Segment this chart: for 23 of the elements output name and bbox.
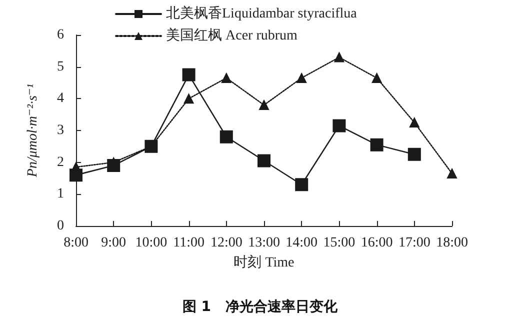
- x-tick-label: 10:00: [135, 236, 168, 250]
- x-tick-label: 9:00: [101, 236, 126, 250]
- y-tick-label: 5: [57, 59, 64, 74]
- y-tick-label: 2: [57, 154, 64, 170]
- x-tick-label: 16:00: [360, 236, 393, 250]
- legend-label: 北美枫香Liquidambar styraciflua: [166, 6, 358, 22]
- legend-label: 美国红枫 Acer rubrum: [166, 28, 298, 44]
- y-tick-label: 0: [57, 218, 64, 234]
- x-tick-label: 8:00: [64, 236, 88, 250]
- x-tick-label: 17:00: [398, 236, 430, 250]
- y-axis-title: Pn/μmol·m⁻²·s⁻¹: [26, 84, 40, 178]
- x-tick-label: 15:00: [323, 236, 356, 250]
- y-tick-label: 4: [57, 91, 64, 106]
- y-tick-label: 1: [57, 186, 64, 202]
- x-axis-title: 时刻 Time: [234, 254, 294, 270]
- x-tick-label: 13:00: [248, 236, 280, 250]
- x-tick-label: 12:00: [210, 236, 242, 250]
- x-tick-label: 11:00: [173, 236, 204, 250]
- y-tick-label: 3: [57, 123, 64, 138]
- x-tick-label: 18:00: [436, 236, 468, 250]
- y-tick-label: 6: [57, 28, 64, 42]
- x-tick-label: 14:00: [286, 236, 318, 250]
- text: 图 1 净光合速率日变化: [182, 298, 339, 315]
